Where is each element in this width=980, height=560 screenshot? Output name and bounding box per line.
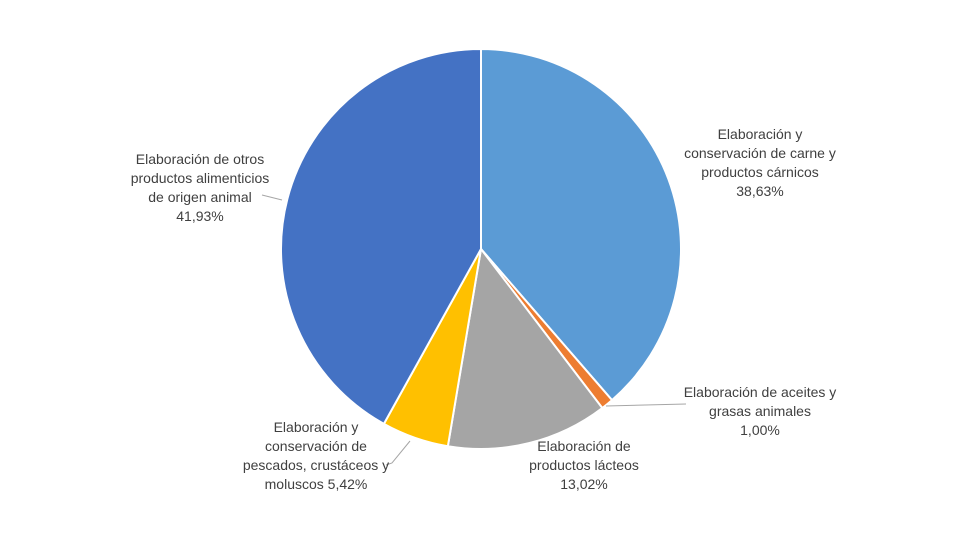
pie-slice-0 (480, 47, 682, 402)
leader-line-3 (385, 440, 411, 466)
slice-label-line: Elaboración de otros (136, 151, 264, 167)
slice-label-3: Elaboración y conservación de pescados, cr… (243, 419, 389, 492)
slice-label-line: Elaboración y (718, 126, 803, 142)
slice-label-0: Elaboración y conservación de carne y prod… (684, 126, 836, 199)
slice-label-line: productos cárnicos (701, 164, 819, 180)
slice-label-line: conservación de (265, 438, 367, 454)
slice-label-line: conservación de carne y (684, 145, 836, 161)
slice-label-line: de origen animal (148, 189, 252, 205)
slice-label-line: Elaboración de (537, 438, 631, 454)
slice-label-4: Elaboración de otros productos alimentici… (131, 151, 270, 224)
slice-label-line: productos lácteos (529, 457, 639, 473)
slice-label-line: Elaboración de aceites y (684, 384, 837, 400)
slice-percent-label: 38,63% (736, 183, 783, 199)
slice-label-1: Elaboración de aceites y grasas animales 1… (684, 384, 837, 438)
slice-label-line: moluscos 5,42% (265, 476, 368, 492)
slice-label-line: grasas animales (709, 403, 811, 419)
slice-percent-label: 41,93% (176, 208, 223, 224)
slice-percent-label: 13,02% (560, 476, 607, 492)
slice-percent-label: 1,00% (740, 422, 780, 438)
slice-label-line: productos alimenticios (131, 170, 270, 186)
slice-label-line: Elaboración y (274, 419, 359, 435)
leader-line-1 (605, 403, 687, 407)
slice-label-line: pescados, crustáceos y (243, 457, 389, 473)
slice-label-2: Elaboración de productos lácteos 13,02% (529, 438, 639, 492)
pie-slice-2 (446, 246, 604, 450)
pie-slice-4 (280, 47, 482, 426)
leader-line-4 (261, 194, 283, 201)
